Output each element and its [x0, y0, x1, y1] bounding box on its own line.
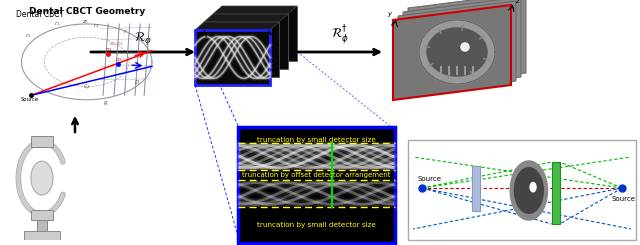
Polygon shape [195, 30, 270, 85]
Circle shape [530, 183, 536, 192]
Bar [552, 162, 559, 224]
Text: $(s_1, t_1)$: $(s_1, t_1)$ [109, 40, 124, 48]
Text: $\mathcal{R}_{\phi}^{\dagger}$: $\mathcal{R}_{\phi}^{\dagger}$ [331, 23, 349, 46]
Polygon shape [213, 14, 288, 69]
Text: Source: Source [21, 97, 39, 102]
Text: Dental CBCT Geometry: Dental CBCT Geometry [29, 7, 145, 16]
Text: Source: Source [612, 196, 636, 202]
Polygon shape [427, 28, 487, 76]
Text: $D$: $D$ [134, 78, 140, 86]
Polygon shape [419, 20, 495, 84]
Text: $z_0$: $z_0$ [81, 18, 89, 25]
Text: $\mathcal{R}_{\phi}$: $\mathcal{R}_{\phi}$ [134, 30, 152, 47]
Polygon shape [195, 22, 279, 30]
Text: $p_1$: $p_1$ [105, 46, 113, 54]
Bar [31, 136, 53, 147]
Text: $r_2$: $r_2$ [93, 21, 100, 30]
Text: $p_2$: $p_2$ [115, 56, 123, 64]
Text: $r_1$: $r_1$ [54, 19, 60, 28]
Circle shape [462, 44, 468, 50]
Text: $y$: $y$ [387, 10, 394, 19]
Bar [36, 218, 47, 240]
Bar [31, 210, 53, 220]
Polygon shape [408, 0, 526, 88]
Bar [408, 140, 636, 240]
Text: Dental CBCT: Dental CBCT [16, 10, 64, 19]
Text: $R$: $R$ [103, 99, 108, 107]
Polygon shape [393, 5, 511, 100]
Polygon shape [403, 0, 521, 92]
Circle shape [31, 161, 53, 195]
Text: truncation by small detector size: truncation by small detector size [257, 137, 376, 143]
Polygon shape [510, 161, 547, 220]
Text: $C_{\phi}$: $C_{\phi}$ [83, 82, 91, 93]
Polygon shape [204, 22, 279, 77]
Polygon shape [515, 168, 543, 213]
Circle shape [461, 43, 469, 51]
Bar [45, 139, 51, 144]
Polygon shape [213, 6, 297, 14]
Bar [238, 127, 395, 243]
Text: $z$: $z$ [515, 0, 521, 5]
Bar [24, 231, 60, 240]
Bar [40, 212, 46, 219]
Text: $r$: $r$ [123, 27, 127, 35]
Polygon shape [222, 6, 297, 61]
Text: Source: Source [417, 176, 441, 182]
Polygon shape [204, 14, 288, 22]
Text: truncation by small detector size: truncation by small detector size [257, 222, 376, 228]
Bar [472, 166, 480, 210]
Text: $r_3$: $r_3$ [25, 31, 31, 40]
Text: truncation by offset detector arrangement: truncation by offset detector arrangemen… [243, 172, 391, 178]
Polygon shape [398, 1, 516, 96]
Bar [33, 139, 38, 144]
